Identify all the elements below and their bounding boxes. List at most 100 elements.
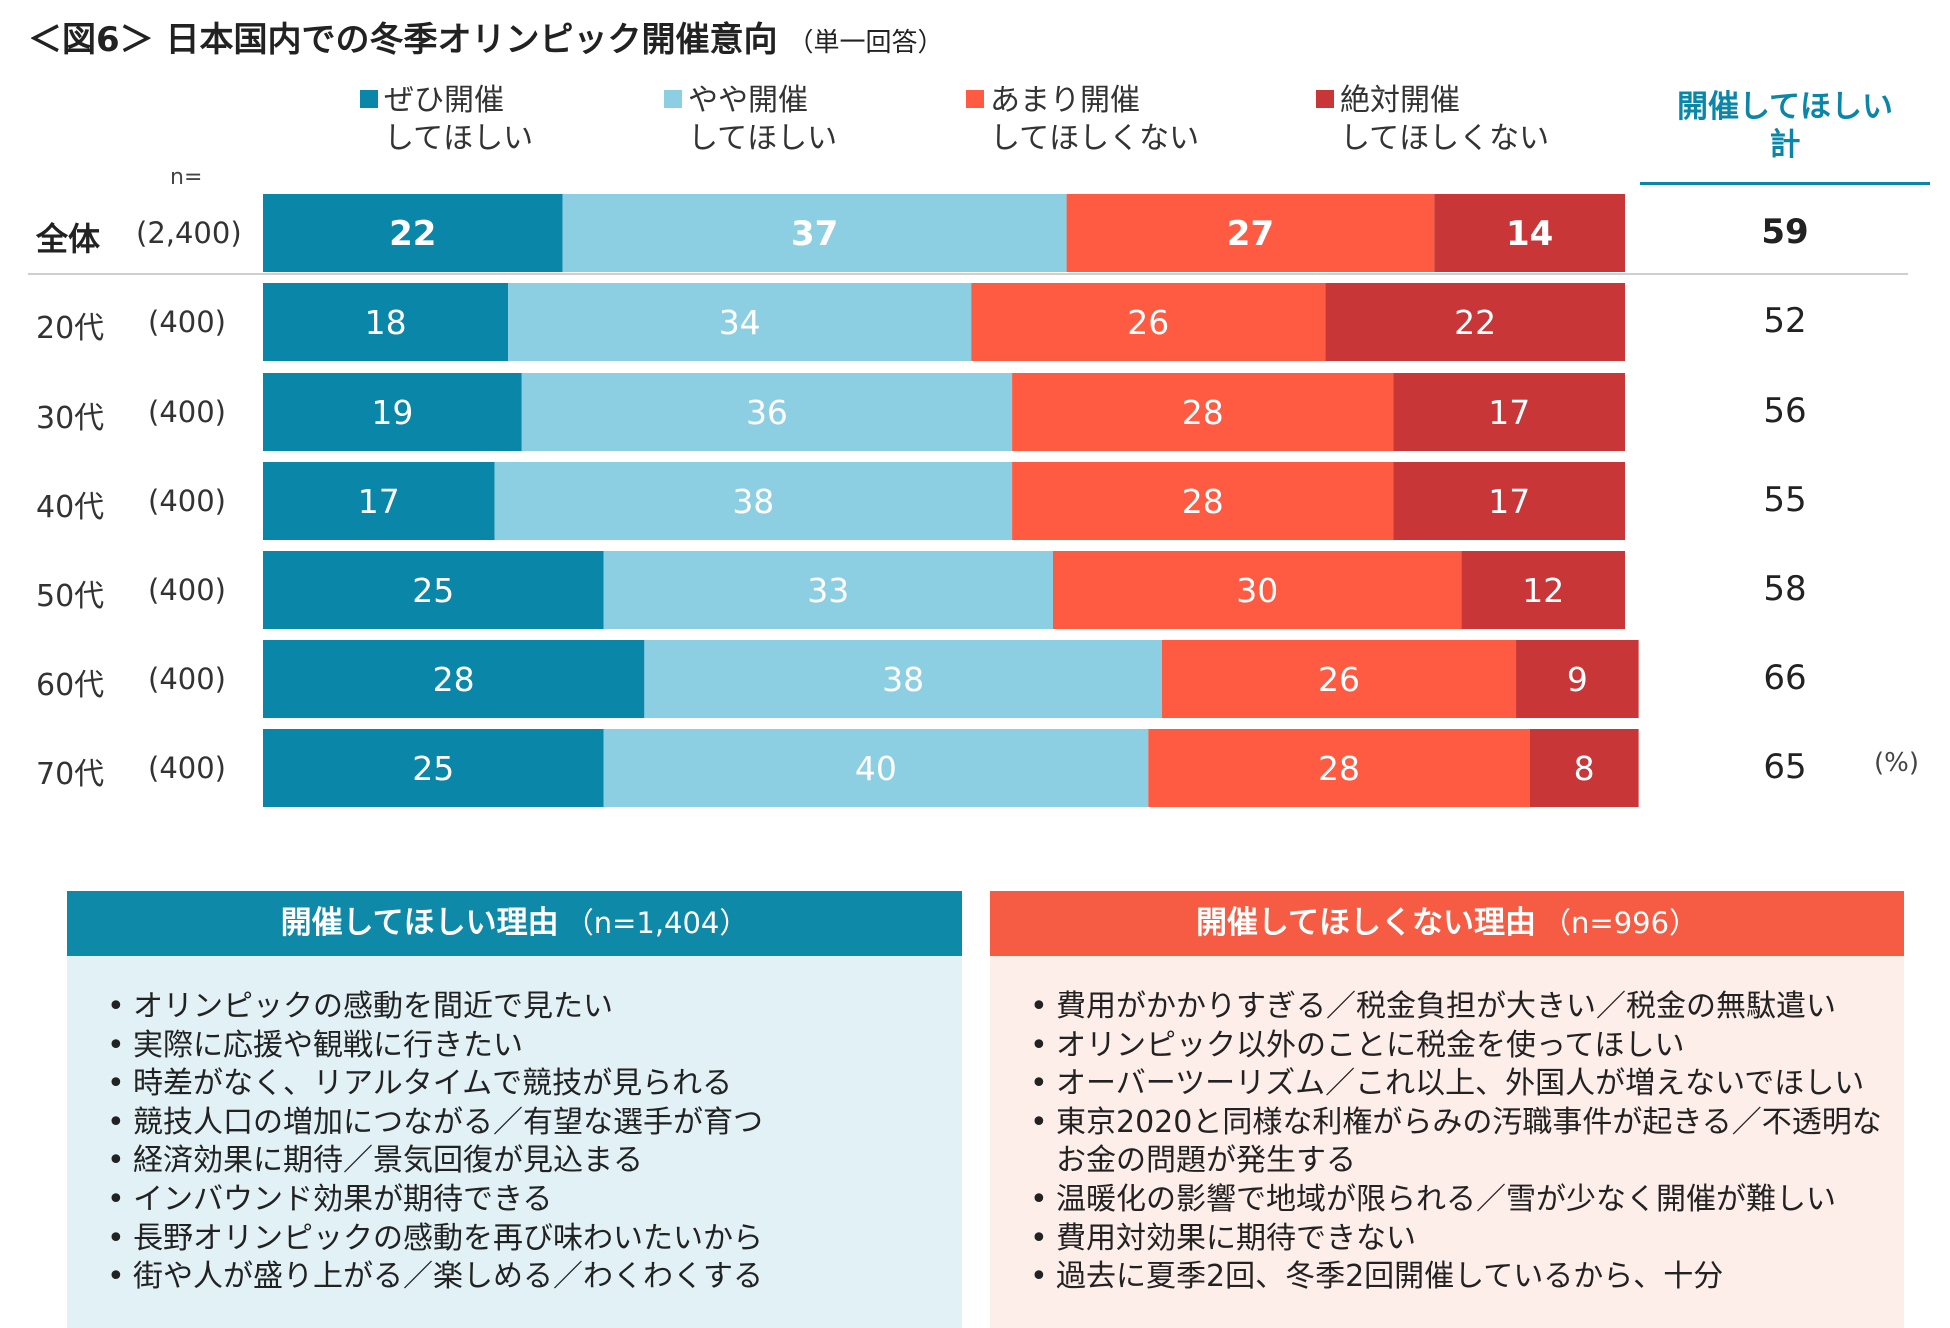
bar-data-label: 38 bbox=[882, 660, 924, 699]
row-sample-size: (2,400) bbox=[136, 216, 242, 250]
legend-swatch bbox=[664, 90, 682, 108]
bar-data-label: 28 bbox=[1318, 749, 1360, 788]
row-total-value: 59 bbox=[1761, 212, 1809, 252]
reason-item: 競技人口の増加につながる／有望な選手が育つ bbox=[67, 1104, 962, 1143]
bar-data-label: 25 bbox=[412, 749, 454, 788]
bar-data-label: 26 bbox=[1127, 303, 1169, 342]
bar-data-label: 22 bbox=[389, 214, 436, 254]
bar-data-label: 12 bbox=[1522, 571, 1564, 610]
legend-item-absolutely-not: 絶対開催 してほしくない bbox=[1316, 82, 1549, 158]
legend-swatch bbox=[966, 90, 984, 108]
reason-item: 時差がなく、リアルタイムで競技が見られる bbox=[67, 1065, 962, 1104]
bar-data-label: 17 bbox=[1488, 393, 1530, 432]
bar-data-label: 8 bbox=[1574, 749, 1595, 788]
bar-segment bbox=[1066, 194, 1435, 272]
reason-item: 長野オリンピックの感動を再び味わいたいから bbox=[67, 1220, 962, 1259]
want-reasons-header: 開催してほしい理由 （n=1,404） bbox=[67, 891, 962, 956]
bar-segment bbox=[263, 194, 563, 272]
bar-data-label: 26 bbox=[1318, 660, 1360, 699]
bar-segment bbox=[1325, 283, 1625, 361]
row-sample-size: (400) bbox=[148, 573, 226, 607]
bar-data-label: 14 bbox=[1506, 214, 1553, 254]
row-label: 60代 bbox=[36, 668, 105, 703]
bar-segment bbox=[1161, 640, 1517, 718]
reason-item: オリンピック以外のことに税金を使ってほしい bbox=[990, 1027, 1904, 1066]
bar-segment bbox=[263, 462, 495, 540]
bar-segment bbox=[1148, 729, 1530, 807]
bar-data-label: 28 bbox=[1182, 482, 1224, 521]
total-column-header: 開催してほしい 計 bbox=[1676, 89, 1894, 163]
bar-segment bbox=[1516, 640, 1639, 718]
not-want-reasons-list: 費用がかかりすぎる／税金負担が大きい／税金の無駄遣いオリンピック以外のことに税金… bbox=[990, 956, 1904, 1297]
bar-segment bbox=[1012, 462, 1394, 540]
unit-label: (%) bbox=[1874, 748, 1919, 778]
bar-segment bbox=[508, 283, 972, 361]
bar-data-label: 19 bbox=[371, 393, 413, 432]
row-total-value: 58 bbox=[1763, 569, 1807, 609]
not-want-reasons-header: 開催してほしくない理由 （n=996） bbox=[990, 891, 1904, 956]
bar-data-label: 34 bbox=[719, 303, 761, 342]
reason-item: 費用がかかりすぎる／税金負担が大きい／税金の無駄遣い bbox=[990, 988, 1904, 1027]
bar-segment bbox=[521, 373, 1013, 451]
row-label: 30代 bbox=[36, 401, 105, 436]
title-note: （単一回答） bbox=[787, 28, 944, 58]
bar-segment bbox=[1434, 194, 1625, 272]
n-label: n= bbox=[170, 165, 203, 190]
bar-segment bbox=[263, 551, 604, 629]
legend-swatch bbox=[360, 90, 378, 108]
reason-item: インバウンド効果が期待できる bbox=[67, 1181, 962, 1220]
row-total-value: 56 bbox=[1763, 391, 1807, 431]
want-reasons-list: オリンピックの感動を間近で見たい実際に応援や観戦に行きたい時差がなく、リアルタイ… bbox=[67, 956, 962, 1297]
row-sample-size: (400) bbox=[148, 484, 226, 518]
bar-data-label: 25 bbox=[412, 571, 454, 610]
total-header-underline bbox=[1640, 182, 1930, 185]
bar-segment bbox=[644, 640, 1162, 718]
bar-segment bbox=[603, 551, 1053, 629]
bar-data-label: 9 bbox=[1567, 660, 1588, 699]
bar-data-label: 40 bbox=[855, 749, 897, 788]
row-label: 全体 bbox=[36, 220, 101, 258]
reason-item: 街や人が盛り上がる／楽しめる／わくわくする bbox=[67, 1258, 962, 1297]
bar-segment bbox=[263, 640, 645, 718]
bar-segment bbox=[263, 283, 509, 361]
reason-item: 経済効果に期待／景気回復が見込まる bbox=[67, 1142, 962, 1181]
row-total-value: 66 bbox=[1763, 658, 1807, 698]
overall-separator bbox=[28, 273, 1908, 275]
bar-segment bbox=[263, 729, 604, 807]
bar-data-label: 37 bbox=[791, 214, 838, 254]
row-sample-size: (400) bbox=[148, 305, 226, 339]
not-want-reasons-panel: 開催してほしくない理由（n=996） 費用がかかりすぎる／税金負担が大きい／税金… bbox=[990, 891, 1904, 1328]
row-sample-size: (400) bbox=[148, 395, 226, 429]
row-total-value: 65 bbox=[1763, 747, 1807, 787]
bar-segment bbox=[263, 373, 522, 451]
bar-segment bbox=[1393, 373, 1625, 451]
bar-data-label: 36 bbox=[746, 393, 788, 432]
bar-data-label: 28 bbox=[433, 660, 475, 699]
bar-data-label: 17 bbox=[1488, 482, 1530, 521]
bar-data-label: 27 bbox=[1227, 214, 1274, 254]
reason-item: オーバーツーリズム／これ以上、外国人が増えないでほしい bbox=[990, 1065, 1904, 1104]
reason-item: 温暖化の影響で地域が限られる／雪が少なく開催が難しい bbox=[990, 1181, 1904, 1220]
row-total-value: 52 bbox=[1763, 301, 1807, 341]
row-sample-size: (400) bbox=[148, 751, 226, 785]
legend-item-somewhat-want: やや開催 してほしい bbox=[664, 82, 837, 158]
bar-segment bbox=[494, 462, 1013, 540]
bar-segment bbox=[1461, 551, 1625, 629]
row-label: 50代 bbox=[36, 579, 105, 614]
bar-segment bbox=[1393, 462, 1625, 540]
row-sample-size: (400) bbox=[148, 662, 226, 696]
row-total-value: 55 bbox=[1763, 480, 1807, 520]
bar-data-label: 38 bbox=[732, 482, 774, 521]
stacked-bar-chart: 22 37 27 14 18 34 26 22 19 36 28 17 17 38 28 17 25 33 30 12… bbox=[263, 194, 1639, 807]
bar-segment bbox=[1529, 729, 1639, 807]
bar-data-label: 28 bbox=[1182, 393, 1224, 432]
bar-segment bbox=[971, 283, 1326, 361]
want-reasons-panel: 開催してほしい理由（n=1,404） オリンピックの感動を間近で見たい実際に応援… bbox=[67, 891, 962, 1328]
bar-segment bbox=[603, 729, 1149, 807]
bar-data-label: 17 bbox=[358, 482, 400, 521]
reason-item: 実際に応援や観戦に行きたい bbox=[67, 1027, 962, 1066]
reason-item: 費用対効果に期待できない bbox=[990, 1220, 1904, 1259]
figure-title: ＜図6＞ 日本国内での冬季オリンピック開催意向 （単一回答） bbox=[28, 20, 944, 60]
bar-data-label: 30 bbox=[1236, 571, 1278, 610]
row-label: 40代 bbox=[36, 490, 105, 525]
